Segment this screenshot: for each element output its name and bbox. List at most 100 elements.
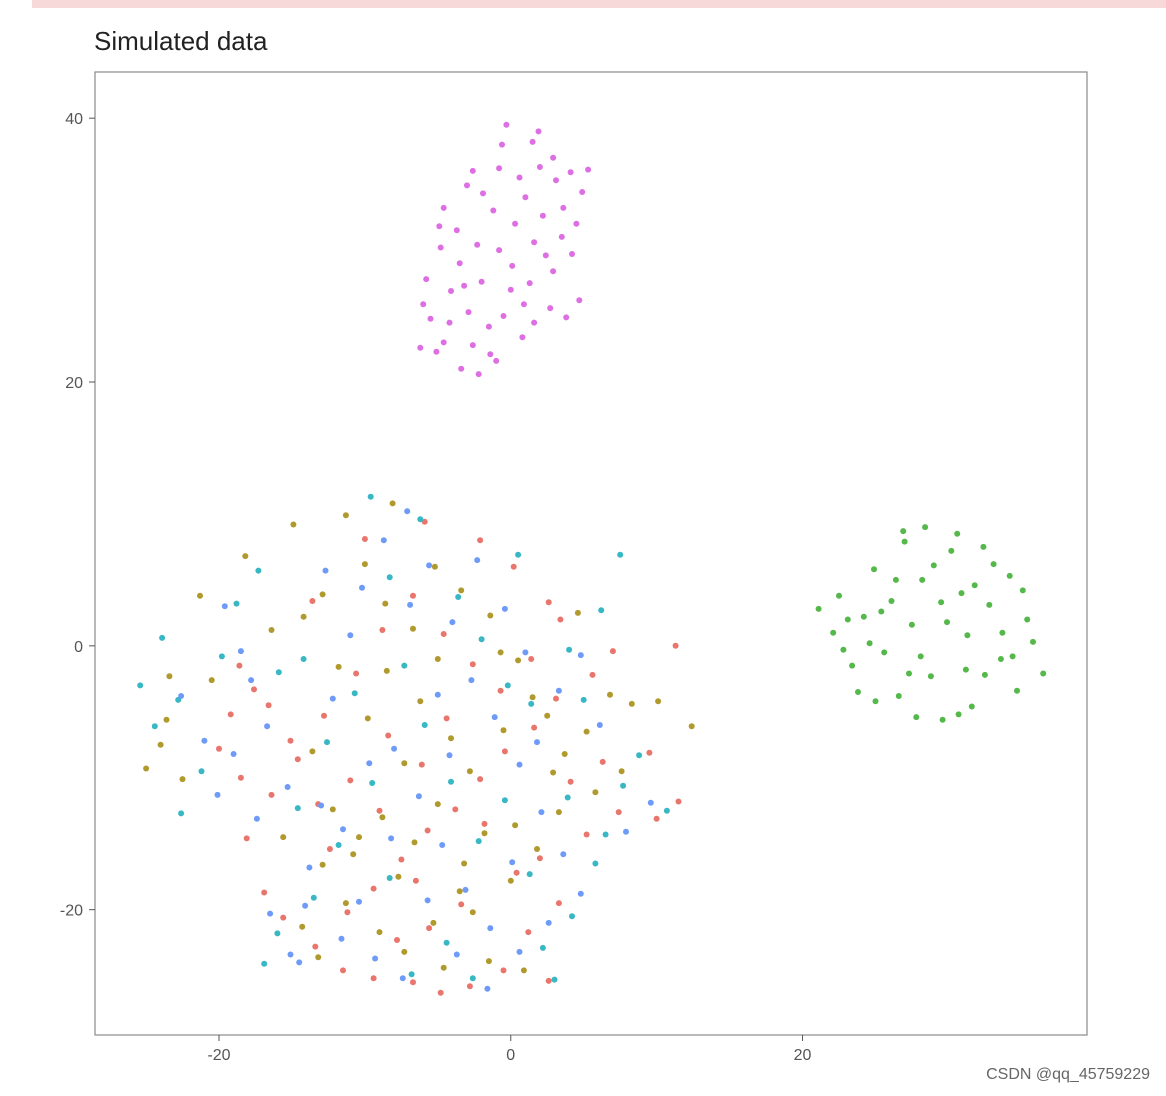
data-point-red-6: [243, 835, 250, 842]
data-point-teal-43: [408, 971, 415, 978]
data-point-green-16: [964, 632, 971, 639]
data-point-red-1: [251, 686, 257, 693]
data-point-olive-35: [376, 929, 383, 936]
data-point-red-54: [426, 925, 433, 932]
data-point-olive-53: [268, 627, 275, 633]
data-point-teal-28: [602, 831, 609, 838]
data-point-olive-4: [179, 776, 186, 783]
data-point-magenta-38: [465, 309, 472, 316]
data-point-olive-34: [401, 948, 408, 955]
data-point-olive-40: [356, 834, 362, 841]
data-point-magenta-53: [520, 301, 527, 308]
data-point-teal-16: [417, 516, 424, 523]
data-point-olive-2: [163, 716, 170, 723]
data-point-blue-35: [214, 791, 221, 798]
data-point-red-2: [227, 711, 234, 718]
data-point-red-9: [312, 943, 319, 950]
data-point-olive-20: [561, 751, 568, 757]
data-point-green-37: [892, 576, 899, 583]
data-point-olive-14: [410, 625, 416, 632]
data-point-blue-44: [577, 652, 584, 659]
data-point-red-41: [379, 627, 386, 633]
data-point-magenta-56: [535, 128, 542, 135]
data-point-blue-4: [253, 815, 260, 822]
data-point-blue-18: [516, 761, 523, 768]
data-point-red-49: [418, 761, 425, 768]
data-point-magenta-24: [567, 169, 574, 176]
data-point-red-24: [646, 749, 653, 756]
data-point-red-69: [412, 877, 419, 884]
data-point-blue-12: [380, 537, 387, 544]
data-point-olive-23: [628, 700, 635, 707]
data-point-green-18: [981, 671, 988, 678]
data-point-magenta-3: [458, 365, 465, 372]
data-point-magenta-33: [522, 194, 529, 201]
data-point-green-38: [917, 653, 924, 660]
data-point-teal-29: [620, 782, 627, 789]
data-point-green-28: [939, 716, 946, 723]
data-point-magenta-11: [519, 334, 526, 341]
data-point-red-50: [443, 715, 450, 722]
data-point-teal-27: [592, 860, 599, 867]
data-point-magenta-32: [496, 247, 503, 254]
y-tick-label: -20: [60, 903, 83, 920]
data-point-teal-39: [324, 739, 330, 746]
data-point-red-12: [410, 979, 416, 986]
data-point-red-63: [361, 536, 368, 542]
data-point-magenta-6: [423, 276, 430, 283]
data-point-red-32: [452, 806, 459, 813]
data-point-olive-66: [431, 563, 438, 570]
data-point-red-25: [672, 642, 679, 649]
data-point-olive-36: [342, 900, 349, 907]
data-point-magenta-16: [490, 207, 497, 214]
data-point-blue-19: [538, 809, 545, 816]
data-point-green-21: [1009, 653, 1016, 660]
data-point-blue-45: [596, 722, 603, 728]
data-point-green-44: [906, 670, 912, 677]
data-point-olive-47: [448, 735, 454, 742]
data-point-green-3: [849, 662, 856, 669]
data-point-olive-44: [466, 768, 473, 775]
data-point-teal-42: [386, 875, 393, 881]
data-point-olive-17: [487, 612, 494, 619]
data-point-teal-10: [294, 805, 301, 812]
data-point-magenta-41: [536, 164, 543, 170]
data-point-green-45: [930, 562, 937, 569]
data-point-blue-11: [359, 584, 365, 591]
data-point-blue-21: [577, 890, 584, 897]
data-point-olive-0: [143, 765, 150, 772]
data-point-olive-18: [515, 657, 522, 664]
data-point-red-36: [344, 909, 351, 916]
data-point-olive-55: [485, 958, 492, 965]
data-point-blue-52: [434, 691, 441, 698]
data-point-red-10: [340, 967, 346, 974]
data-point-teal-18: [401, 662, 408, 669]
data-point-green-24: [1040, 670, 1047, 677]
data-point-olive-9: [389, 500, 396, 507]
data-point-teal-37: [515, 551, 522, 558]
data-point-green-15: [955, 711, 962, 718]
data-point-teal-12: [261, 960, 268, 967]
data-point-green-4: [860, 613, 867, 620]
data-point-blue-32: [264, 723, 271, 730]
data-point-magenta-14: [440, 204, 447, 211]
x-tick-label: -20: [207, 1047, 230, 1064]
data-point-teal-1: [151, 723, 158, 730]
data-point-teal-23: [526, 871, 533, 878]
data-point-magenta-19: [550, 268, 557, 275]
data-point-green-17: [971, 582, 978, 589]
data-point-blue-50: [340, 826, 346, 833]
data-point-red-14: [466, 983, 473, 990]
data-point-red-26: [609, 648, 616, 655]
data-point-green-25: [855, 689, 861, 695]
data-point-olive-10: [300, 613, 307, 620]
data-point-green-10: [908, 621, 915, 628]
data-point-teal-45: [469, 975, 476, 982]
data-point-magenta-2: [440, 339, 447, 346]
data-point-red-44: [469, 661, 476, 668]
data-point-teal-17: [386, 574, 393, 581]
data-point-green-42: [1014, 687, 1020, 694]
data-point-teal-24: [539, 944, 546, 951]
data-point-teal-38: [351, 690, 358, 697]
